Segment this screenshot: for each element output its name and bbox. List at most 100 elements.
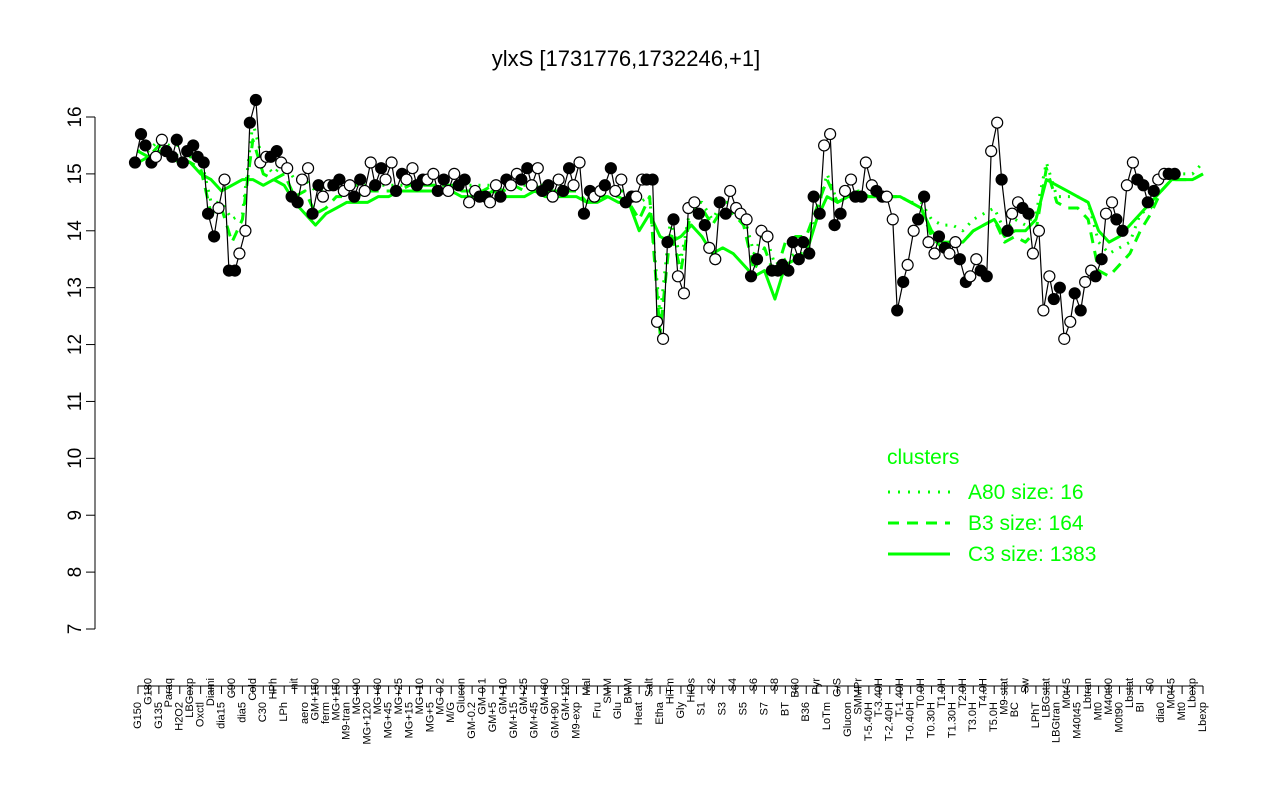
data-point [212,201,225,215]
y-tick-label: 15 [65,163,86,184]
x-tick-label: SMMPr [852,678,864,715]
x-tick-label: Salt [644,678,656,697]
data-point [577,207,591,220]
x-tick-label: T-5.40H [863,702,875,741]
legend-entry: A80 size: 16 [968,481,1084,504]
x-tick-label: G150 [132,702,144,729]
x-tick-label: M0t90 [1113,702,1125,733]
x-tick-label: M40t45 [1072,702,1084,739]
x-tick-label: BT [779,702,791,716]
data-point [609,184,622,198]
data-point [389,184,403,198]
data-point [494,190,507,203]
data-point [907,224,920,237]
x-tick-label: S3 [717,702,729,715]
y-tick-label: 12 [65,334,86,355]
data-point [483,196,497,209]
x-tick-label: dia0 [1155,702,1167,723]
x-tick-label: LPhT [1030,702,1042,729]
x-tick-label: T-0.40H [905,702,917,741]
y-tick-label: 14 [65,220,86,242]
data-point [243,116,256,129]
x-tick-label: T0.30H [925,702,937,738]
data-point [803,247,816,260]
data-point [604,162,617,175]
data-point [656,332,670,345]
x-tick-label: T-1.40H [894,678,906,717]
x-tick-label: MG-0.2 [435,678,447,715]
data-point [949,236,962,249]
legend: clusters A80 size: 16 B3 size: 164 C3 size… [887,446,1096,566]
data-point [1089,270,1102,283]
x-tick-label: GM+25 [518,678,530,714]
data-point [249,93,262,107]
data-point [985,145,998,158]
x-tick-label: S7 [758,702,770,715]
data-point [1032,224,1046,237]
data-point [880,190,893,203]
data-point [573,156,586,169]
data-point [1026,247,1040,260]
data-point [333,173,346,186]
x-tick-label: T-2.40H [884,702,896,741]
legend-entry: B3 size: 164 [968,512,1084,535]
data-point [1064,315,1077,328]
data-point [970,253,983,266]
x-tick-label: dia15 [215,702,227,729]
data-point [306,207,319,220]
data-point [724,184,737,198]
data-point [677,287,691,300]
data-point [525,179,538,192]
x-tick-label: HiOs [685,678,697,703]
data-point [688,196,701,209]
series-line-dashed [137,138,1204,335]
legend-title: clusters [887,446,959,469]
x-tick-label: MG+45 [382,702,394,738]
data-point [442,184,455,198]
data-point [201,207,215,220]
data-point [692,207,705,220]
data-point [834,207,847,220]
data-point [1005,207,1019,220]
data-point [932,230,946,243]
x-tick-label: S0 [1145,678,1157,691]
data-point [149,150,162,163]
x-tick-label: GM+60 [539,678,551,714]
data-point [458,173,471,186]
x-tick-label: LoTm [821,702,833,730]
x-tick-label: B60 [790,678,802,698]
data-point [1043,270,1056,283]
legend-entry: C3 size: 1383 [968,543,1096,566]
data-point [740,213,753,226]
y-axis: 7 8 9 10 11 12 13 14 15 16 [65,106,96,634]
data-point [1141,196,1154,209]
data-point [917,190,931,203]
x-tick-label: Etha [654,701,666,725]
data-point [928,247,941,260]
data-point [316,190,330,203]
x-tick-label: Pyr [811,678,823,695]
x-tick-label: Heat [633,702,645,725]
x-tick-label: MG+90 [351,678,363,714]
y-tick-label: 11 [65,392,86,412]
observed-line [134,99,1175,340]
data-point [489,179,503,192]
x-tick-label: T2.0H [957,678,969,708]
x-tick-label: GM+90 [550,702,562,738]
x-tick-label: S5 [737,702,749,715]
data-point [646,173,659,186]
data-point [797,236,810,249]
chart-title: ylxS [1731776,1732246,+1] [492,46,761,71]
x-tick-label: dia5 [236,702,248,723]
data-point [813,207,826,220]
data-point [427,167,440,180]
data-point [1058,332,1071,345]
data-point [239,224,252,237]
x-tick-label: GM+10 [497,678,509,714]
x-tick-label: T4.0H [978,678,990,708]
x-tick-label: Diami [205,678,217,706]
data-point [567,179,580,192]
x-tick-label: M9-stat [999,678,1011,715]
data-point [703,241,716,254]
